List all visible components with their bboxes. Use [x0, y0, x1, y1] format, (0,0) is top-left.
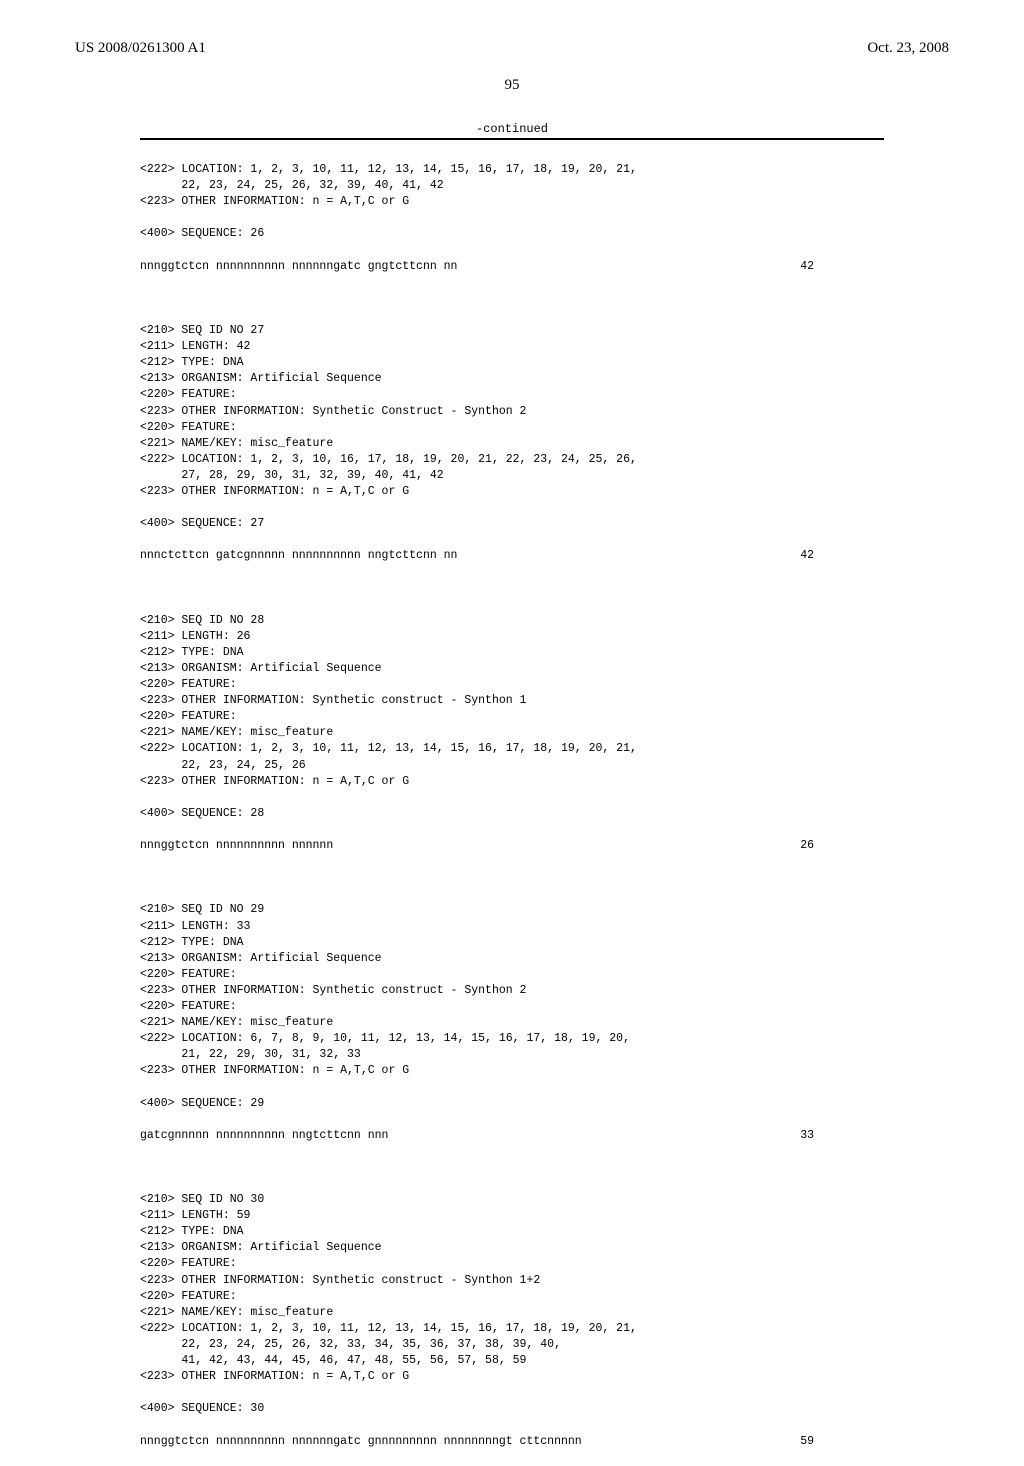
- seq-block-28: <210> SEQ ID NO 28 <211> LENGTH: 26 <212…: [140, 613, 884, 854]
- name-key: <221> NAME/KEY: misc_feature: [140, 437, 333, 450]
- seq-block-29: <210> SEQ ID NO 29 <211> LENGTH: 33 <212…: [140, 902, 884, 1143]
- seq-id: <210> SEQ ID NO 27: [140, 324, 264, 337]
- location: <222> LOCATION: 1, 2, 3, 10, 11, 12, 13,…: [140, 742, 637, 755]
- type: <212> TYPE: DNA: [140, 356, 244, 369]
- feature: <220> FEATURE:: [140, 678, 237, 691]
- other-info: <223> OTHER INFORMATION: n = A,T,C or G: [140, 1064, 409, 1077]
- location: <222> LOCATION: 6, 7, 8, 9, 10, 11, 12, …: [140, 1032, 630, 1045]
- length: <211> LENGTH: 33: [140, 920, 250, 933]
- sequence-row: nnnggtctcn nnnnnnnnnn nnnnnngatc gngtctt…: [140, 259, 884, 275]
- location-cont: 21, 22, 29, 30, 31, 32, 33: [140, 1048, 361, 1061]
- intro-block: <222> LOCATION: 1, 2, 3, 10, 11, 12, 13,…: [140, 162, 884, 275]
- seq-label: <400> SEQUENCE: 27: [140, 517, 264, 530]
- seq-label: <400> SEQUENCE: 26: [140, 227, 264, 240]
- location-line: <222> LOCATION: 1, 2, 3, 10, 11, 12, 13,…: [140, 163, 637, 176]
- sequence-text: nnnggtctcn nnnnnnnnnn nnnnnngatc gnnnnnn…: [140, 1434, 582, 1450]
- feature: <220> FEATURE:: [140, 1290, 237, 1303]
- sequence-row: nnnggtctcn nnnnnnnnnn nnnnnn 26: [140, 838, 884, 854]
- type: <212> TYPE: DNA: [140, 646, 244, 659]
- location: <222> LOCATION: 1, 2, 3, 10, 11, 12, 13,…: [140, 1322, 637, 1335]
- sequence-row: gatcgnnnnn nnnnnnnnnn nngtcttcnn nnn 33: [140, 1128, 884, 1144]
- patent-date: Oct. 23, 2008: [867, 40, 949, 57]
- organism: <213> ORGANISM: Artificial Sequence: [140, 372, 382, 385]
- other-info: <223> OTHER INFORMATION: Synthetic const…: [140, 984, 526, 997]
- organism: <213> ORGANISM: Artificial Sequence: [140, 952, 382, 965]
- feature: <220> FEATURE:: [140, 421, 237, 434]
- name-key: <221> NAME/KEY: misc_feature: [140, 1306, 333, 1319]
- other-info: <223> OTHER INFORMATION: n = A,T,C or G: [140, 485, 409, 498]
- other-info: <223> OTHER INFORMATION: Synthetic const…: [140, 694, 526, 707]
- location-cont: 22, 23, 24, 25, 26, 32, 39, 40, 41, 42: [140, 179, 444, 192]
- other-info: <223> OTHER INFORMATION: n = A,T,C or G: [140, 195, 409, 208]
- location-cont: 22, 23, 24, 25, 26: [140, 759, 306, 772]
- seq-id: <210> SEQ ID NO 29: [140, 903, 264, 916]
- location-cont2: 41, 42, 43, 44, 45, 46, 47, 48, 55, 56, …: [140, 1354, 526, 1367]
- sequence-text: nnnctcttcn gatcgnnnnn nnnnnnnnnn nngtctt…: [140, 548, 457, 564]
- feature: <220> FEATURE:: [140, 388, 237, 401]
- seq-block-30: <210> SEQ ID NO 30 <211> LENGTH: 59 <212…: [140, 1192, 884, 1450]
- sequence-position: 33: [800, 1128, 884, 1144]
- location: <222> LOCATION: 1, 2, 3, 10, 16, 17, 18,…: [140, 453, 637, 466]
- other-info: <223> OTHER INFORMATION: Synthetic Const…: [140, 405, 526, 418]
- name-key: <221> NAME/KEY: misc_feature: [140, 726, 333, 739]
- sequence-row: nnnggtctcn nnnnnnnnnn nnnnnngatc gnnnnnn…: [140, 1434, 884, 1450]
- page-number: 95: [0, 77, 1024, 94]
- location-cont: 22, 23, 24, 25, 26, 32, 33, 34, 35, 36, …: [140, 1338, 561, 1351]
- organism: <213> ORGANISM: Artificial Sequence: [140, 1241, 382, 1254]
- sequence-listing: <222> LOCATION: 1, 2, 3, 10, 11, 12, 13,…: [0, 146, 1024, 1466]
- feature: <220> FEATURE:: [140, 1000, 237, 1013]
- sequence-text: gatcgnnnnn nnnnnnnnnn nngtcttcnn nnn: [140, 1128, 388, 1144]
- other-info: <223> OTHER INFORMATION: n = A,T,C or G: [140, 1370, 409, 1383]
- continued-label: -continued: [0, 122, 1024, 136]
- seq-label: <400> SEQUENCE: 29: [140, 1097, 264, 1110]
- sequence-position: 59: [800, 1434, 884, 1450]
- feature: <220> FEATURE:: [140, 968, 237, 981]
- feature: <220> FEATURE:: [140, 1257, 237, 1270]
- seq-label: <400> SEQUENCE: 28: [140, 807, 264, 820]
- sequence-position: 42: [800, 548, 884, 564]
- seq-id: <210> SEQ ID NO 28: [140, 614, 264, 627]
- other-info: <223> OTHER INFORMATION: Synthetic const…: [140, 1274, 540, 1287]
- patent-number: US 2008/0261300 A1: [75, 40, 206, 57]
- sequence-row: nnnctcttcn gatcgnnnnn nnnnnnnnnn nngtctt…: [140, 548, 884, 564]
- feature: <220> FEATURE:: [140, 710, 237, 723]
- sequence-position: 26: [800, 838, 884, 854]
- type: <212> TYPE: DNA: [140, 1225, 244, 1238]
- sequence-text: nnnggtctcn nnnnnnnnnn nnnnnngatc gngtctt…: [140, 259, 457, 275]
- length: <211> LENGTH: 26: [140, 630, 250, 643]
- seq-id: <210> SEQ ID NO 30: [140, 1193, 264, 1206]
- location-cont: 27, 28, 29, 30, 31, 32, 39, 40, 41, 42: [140, 469, 444, 482]
- page-header: US 2008/0261300 A1 Oct. 23, 2008: [0, 0, 1024, 65]
- seq-block-27: <210> SEQ ID NO 27 <211> LENGTH: 42 <212…: [140, 323, 884, 564]
- divider: [140, 138, 884, 140]
- sequence-position: 42: [800, 259, 884, 275]
- length: <211> LENGTH: 42: [140, 340, 250, 353]
- sequence-text: nnnggtctcn nnnnnnnnnn nnnnnn: [140, 838, 333, 854]
- seq-label: <400> SEQUENCE: 30: [140, 1402, 264, 1415]
- organism: <213> ORGANISM: Artificial Sequence: [140, 662, 382, 675]
- other-info: <223> OTHER INFORMATION: n = A,T,C or G: [140, 775, 409, 788]
- length: <211> LENGTH: 59: [140, 1209, 250, 1222]
- type: <212> TYPE: DNA: [140, 936, 244, 949]
- name-key: <221> NAME/KEY: misc_feature: [140, 1016, 333, 1029]
